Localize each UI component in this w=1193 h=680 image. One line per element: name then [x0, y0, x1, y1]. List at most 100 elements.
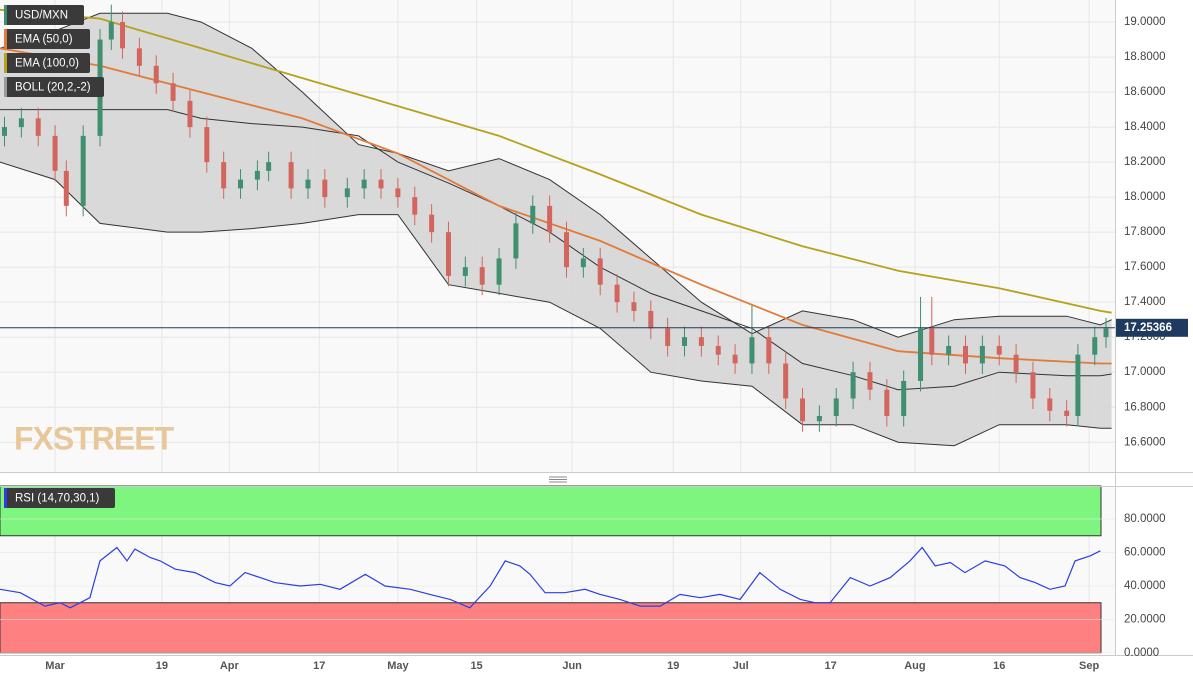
candle-body [682, 337, 688, 346]
candle-body [1075, 354, 1081, 416]
candle-body [445, 232, 451, 276]
candle-body [783, 363, 789, 399]
legend-box[interactable] [4, 29, 90, 49]
legend-label: BOLL (20,2,-2) [15, 82, 91, 94]
candle-body [429, 214, 435, 233]
candle-body [563, 232, 569, 268]
resize-handle[interactable] [549, 476, 567, 483]
candle-body [732, 354, 738, 364]
candle-body [648, 310, 654, 329]
legend: USD/MXN EMA (50,0) EMA (100,0) BOLL (20,2,-… [4, 5, 115, 508]
legend-box[interactable] [4, 488, 115, 508]
marks [0, 4, 1115, 609]
candle-body [513, 223, 519, 259]
candle-body [979, 345, 985, 364]
candle-body [496, 258, 502, 285]
candle-body [108, 22, 114, 40]
candle-body [266, 162, 272, 171]
x-tick-label: Aug [904, 660, 925, 672]
legend-box[interactable] [4, 5, 84, 25]
candle-body [187, 100, 193, 128]
legend-label: RSI (14,70,30,1) [15, 493, 100, 505]
x-tick-label: 19 [156, 660, 168, 672]
y-tick-label: 18.2000 [1124, 156, 1166, 168]
rsi-line [0, 546, 1101, 609]
y-tick-label: 18.4000 [1124, 121, 1166, 133]
candle-body [395, 188, 401, 198]
candle-body [614, 284, 620, 303]
candle-body [378, 179, 384, 189]
candle-body [361, 179, 367, 189]
candle-body [530, 205, 536, 224]
candle-body [929, 328, 935, 355]
y-tick-label: 40.0000 [1124, 580, 1166, 592]
candle-body [996, 345, 1002, 355]
candle-body [749, 337, 755, 364]
candle-body [35, 118, 41, 136]
legend-label: USD/MXN [15, 10, 68, 22]
candle-body [1047, 398, 1053, 411]
bollinger-fill [0, 13, 1112, 446]
legend-swatch [4, 77, 7, 97]
candle-body [288, 162, 294, 189]
candle-body [580, 258, 586, 268]
y-tick-label: 17.6000 [1124, 261, 1166, 273]
candle-body [136, 48, 142, 66]
candle-body [918, 328, 924, 381]
y-tick-label: 16.6000 [1124, 436, 1166, 448]
x-tick-label: Mar [45, 660, 65, 672]
candle-body [1064, 410, 1070, 416]
candle-body [204, 127, 210, 163]
y-tick-label: 18.6000 [1124, 86, 1166, 98]
legend-box[interactable] [4, 53, 90, 73]
candle-body [254, 170, 260, 180]
bollinger-upper [0, 12, 1112, 338]
y-tick-label: 80.0000 [1124, 513, 1166, 525]
candle-body [715, 345, 721, 355]
candle-body [901, 380, 907, 416]
x-tick-label: 17 [313, 660, 325, 672]
candle-body [665, 328, 671, 346]
last-price-box [1116, 318, 1188, 337]
x-tick-label: Apr [220, 660, 240, 672]
candle-body [412, 197, 418, 215]
oversold-zone [0, 602, 1102, 654]
candle-body [479, 267, 485, 285]
candle-body [698, 337, 704, 346]
candle-body [1103, 328, 1109, 338]
legend-label: EMA (100,0) [15, 58, 79, 70]
y-tick-label: 60.0000 [1124, 547, 1166, 559]
x-tick-label: Jul [733, 660, 749, 672]
ema-line [0, 8, 1112, 314]
candle-body [1030, 372, 1036, 399]
candle-body [816, 415, 822, 422]
candle-body [63, 170, 69, 206]
y-tick-label: 19.0000 [1124, 16, 1166, 28]
y-tick-label: 16.8000 [1124, 401, 1166, 413]
candle-body [1092, 337, 1098, 355]
candle-body [322, 179, 328, 198]
legend-label: EMA (50,0) [15, 34, 73, 46]
legend-box[interactable] [4, 77, 104, 97]
y-tick-label: 17.4000 [1124, 296, 1166, 308]
legend-swatch [4, 488, 7, 508]
candle-body [1013, 354, 1019, 373]
candle-body [850, 372, 856, 399]
candle-body [305, 179, 311, 189]
candle-body [120, 22, 126, 49]
last-price-label: 17.25366 [1124, 322, 1172, 334]
y-tick-label: 17.8000 [1124, 226, 1166, 238]
x-tick-label: Sep [1079, 660, 1099, 672]
candle-body [800, 398, 806, 422]
bollinger-middle [0, 109, 1112, 391]
legend-swatch [4, 53, 7, 73]
candle-body [18, 118, 24, 128]
x-tick-label: 19 [667, 660, 679, 672]
watermark: FXSTREET [14, 420, 175, 456]
candle-body [547, 205, 553, 233]
candle-body [80, 135, 86, 206]
x-tick-label: 17 [825, 660, 837, 672]
x-tick-label: May [387, 660, 409, 672]
candle-body [946, 345, 952, 355]
